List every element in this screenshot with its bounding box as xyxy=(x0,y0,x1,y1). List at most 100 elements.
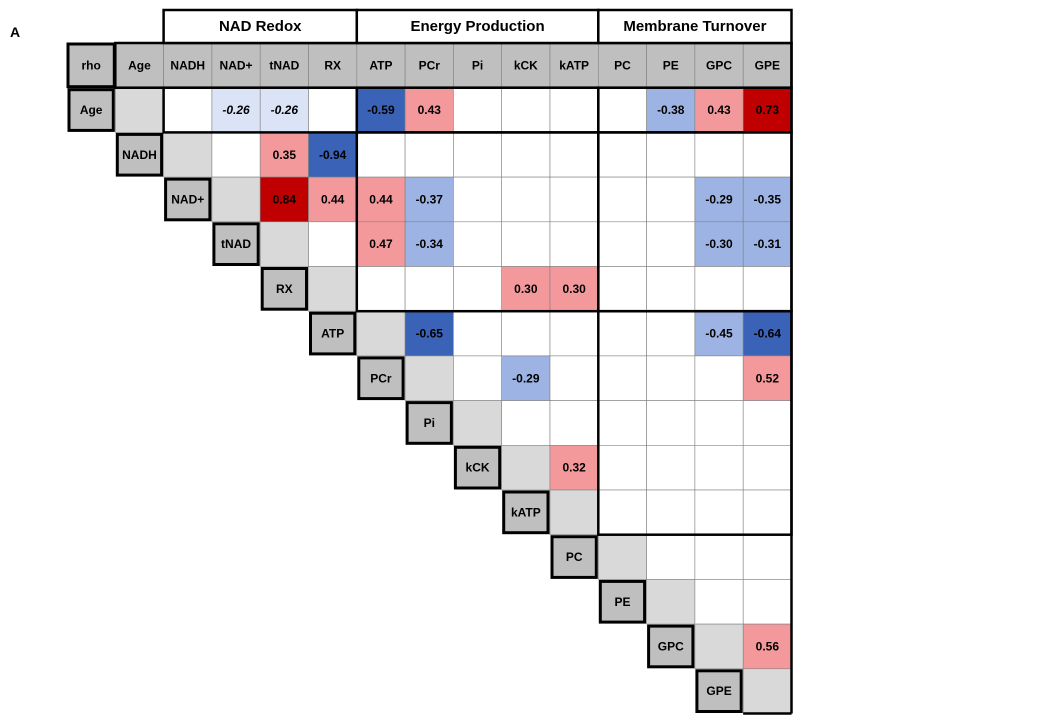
heatmap-cell xyxy=(501,87,551,133)
heatmap-cell xyxy=(694,534,744,580)
heatmap-cell xyxy=(549,266,599,312)
heatmap-cell xyxy=(646,444,696,491)
heatmap-cell xyxy=(308,266,358,312)
heatmap-cell xyxy=(356,266,406,312)
column-header-cell xyxy=(549,42,599,89)
heatmap-cell xyxy=(597,266,647,312)
heatmap-cell xyxy=(453,310,502,357)
heatmap-cell xyxy=(163,132,213,178)
cell-value: -0.64 xyxy=(754,327,782,341)
heatmap-cell xyxy=(308,221,358,267)
heatmap-cell xyxy=(742,668,792,714)
heatmap-cell xyxy=(356,310,406,357)
column-label: ATP xyxy=(369,58,392,72)
column-label: tNAD xyxy=(269,58,299,72)
row-label-box xyxy=(309,311,357,356)
row-label: PCr xyxy=(370,371,392,385)
column-label: PCr xyxy=(419,58,441,72)
heatmap-cell xyxy=(356,221,406,267)
heatmap-cell xyxy=(597,176,647,223)
group-header-box xyxy=(355,8,600,45)
cell-value: -0.29 xyxy=(705,192,733,206)
heatmap-cell xyxy=(453,266,502,312)
row-label: PC xyxy=(566,550,583,564)
heatmap-cell xyxy=(404,176,454,223)
heatmap-cell xyxy=(453,132,502,178)
row-label: PE xyxy=(614,595,630,609)
row-label-box xyxy=(260,267,309,311)
group-header-label: Energy Production xyxy=(410,18,544,35)
row-label-box xyxy=(67,88,115,132)
heatmap-cell xyxy=(308,176,358,223)
heatmap-cell xyxy=(694,355,744,401)
heatmap-cell xyxy=(501,444,551,491)
cell-value: 0.44 xyxy=(321,192,345,206)
cell-value: 0.73 xyxy=(756,103,780,117)
heatmap-cell xyxy=(597,132,647,178)
row-label: NADH xyxy=(122,148,157,162)
heatmap-cell xyxy=(742,489,792,536)
row-label-box xyxy=(550,535,598,579)
row-label-box xyxy=(453,445,502,490)
row-label-box xyxy=(357,356,405,401)
heatmap-cell xyxy=(742,400,792,446)
cell-value: 0.52 xyxy=(756,371,780,385)
heatmap-cell xyxy=(404,221,454,267)
cell-value: -0.94 xyxy=(319,148,347,162)
heatmap-cell xyxy=(694,310,744,357)
heatmap-cell xyxy=(549,310,599,357)
cell-value: -0.26 xyxy=(222,103,250,117)
cell-value: -0.59 xyxy=(367,103,395,117)
heatmap-cell xyxy=(549,489,599,536)
heatmap-cell xyxy=(356,176,406,223)
heatmap-cell xyxy=(597,355,647,401)
heatmap-cell xyxy=(259,87,309,133)
heatmap-cell xyxy=(163,87,213,133)
heatmap-cell xyxy=(694,400,744,446)
heatmap-cell xyxy=(742,444,792,491)
heatmap-cell xyxy=(597,489,647,536)
heatmap-cell xyxy=(597,221,647,267)
heatmap-cell xyxy=(742,534,792,580)
heatmap-cell xyxy=(549,221,599,267)
heatmap-cell xyxy=(742,266,792,312)
row-label: RX xyxy=(276,282,293,296)
corner-label: rho xyxy=(81,58,100,72)
column-label: kCK xyxy=(514,58,538,72)
heatmap-cell xyxy=(211,176,261,223)
heatmap-cell xyxy=(501,266,551,312)
heatmap-cell xyxy=(404,266,454,312)
cell-value: -0.34 xyxy=(416,237,444,251)
cell-value: -0.30 xyxy=(705,237,733,251)
row-label-box xyxy=(502,490,550,535)
column-header-cell xyxy=(501,42,551,89)
cell-value: 0.30 xyxy=(562,282,586,296)
heatmap-cell xyxy=(259,221,309,267)
heatmap-cell xyxy=(453,221,502,267)
cell-value: 0.43 xyxy=(418,103,442,117)
column-label: Pi xyxy=(472,58,483,72)
heatmap-cell xyxy=(549,176,599,223)
heatmap-cell xyxy=(646,176,696,223)
heatmap-cell xyxy=(694,489,744,536)
heatmap-cell xyxy=(646,221,696,267)
heatmap-cell xyxy=(115,87,164,133)
cell-value: -0.26 xyxy=(271,103,299,117)
heatmap-cell xyxy=(597,87,647,133)
heatmap-cell xyxy=(646,310,696,357)
column-label: NAD+ xyxy=(220,58,253,72)
heatmap-cell xyxy=(646,489,696,536)
heatmap-cell xyxy=(501,132,551,178)
column-label: GPC xyxy=(706,58,732,72)
row-label-box xyxy=(405,401,453,445)
heatmap-cell xyxy=(356,132,406,178)
row-label: NAD+ xyxy=(171,192,204,206)
column-label: PE xyxy=(663,58,679,72)
heatmap-cell xyxy=(549,400,599,446)
cell-value: -0.38 xyxy=(657,103,685,117)
group-header-box xyxy=(597,8,793,45)
heatmap-cell xyxy=(742,579,792,625)
heatmap-cell xyxy=(694,132,744,178)
column-header-cell xyxy=(646,42,696,89)
